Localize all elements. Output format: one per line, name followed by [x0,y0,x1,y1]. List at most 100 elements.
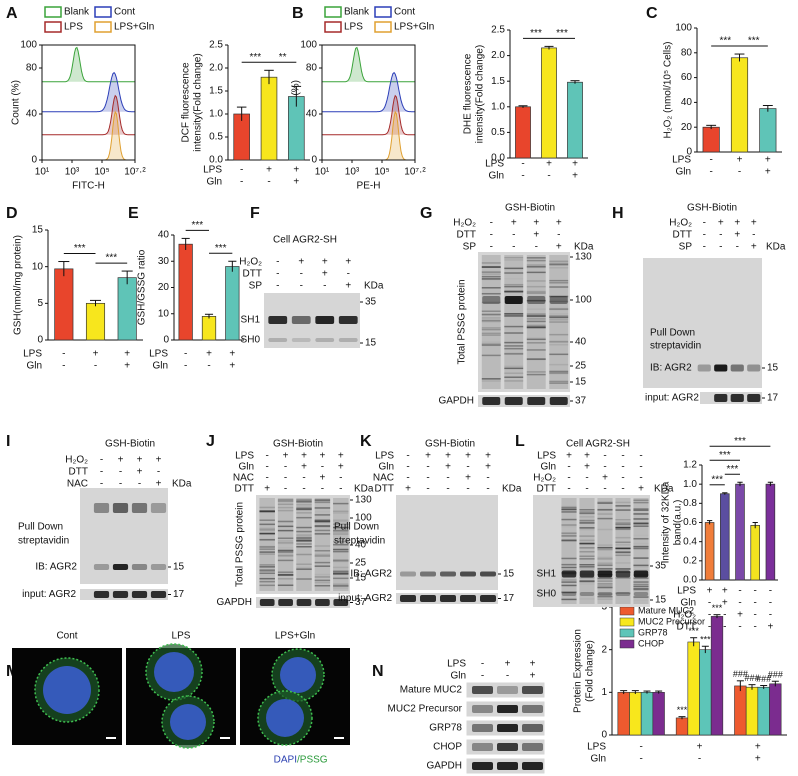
smear-band [333,572,349,575]
marker-label: 17 [173,589,185,600]
condition-sign: - [276,281,279,292]
condition-sign: + [556,218,562,229]
condition-sign: + [767,622,773,633]
condition-sign: + [301,451,307,462]
smear-band [526,264,546,266]
smear-band [296,516,312,519]
band [150,503,167,513]
y-axis-label: DCF fluorescence [181,62,192,142]
condition-sign: - [284,462,287,473]
condition-sign: - [157,467,160,478]
y-tick-label: 0 [31,155,37,166]
bar [735,483,745,581]
smear-band [504,376,524,378]
smear-band [526,266,546,268]
smear-band [481,271,501,273]
smear-band [579,510,595,513]
smear-band [597,513,613,515]
condition-sign: + [707,586,713,597]
smear-band [561,591,577,593]
condition-sign: - [585,484,588,495]
smear-band [615,505,631,507]
smear-band [579,521,595,523]
smear-band [296,567,312,569]
smear-band [296,500,312,502]
smear-band [615,547,631,550]
smear-band [259,539,275,541]
smear-band [549,295,569,298]
smear-band [504,332,524,334]
condition-sign: + [737,610,743,621]
smear-band [615,552,631,554]
smear-band [526,320,546,323]
condition-sign: - [267,177,270,188]
band [420,571,436,577]
histogram-curve [322,110,415,161]
y-tick-label: 1.2 [683,460,697,471]
smear-band [314,507,331,509]
band [597,570,613,578]
smear-band [633,581,649,583]
y-axis-label: Count (%) [11,80,22,125]
y-tick-label: 3 [601,602,607,613]
condition-sign: - [703,218,706,229]
smear-band [333,558,349,561]
legend-swatch [44,6,62,18]
band [480,571,496,577]
marker-label: 15 [655,595,667,606]
condition-sign: - [752,230,755,241]
smear-band [561,557,577,560]
condition-sign: + [734,230,740,241]
bar [541,47,557,159]
smear-band [481,273,501,276]
smear-band [579,566,595,568]
condition-sign: + [319,451,325,462]
smear-band [504,290,524,292]
band [472,686,493,694]
smear-band [314,565,331,567]
band [522,724,543,732]
legend-swatch [619,617,635,627]
smear-band [597,564,613,566]
condition-name: SP [463,242,477,253]
condition-sign: - [302,473,305,484]
smear-band [314,581,331,584]
smear-band [549,282,569,284]
marker-label: 40 [575,337,587,348]
condition-name: Gln [378,462,394,473]
legend-swatch [324,21,342,33]
marker-label: 35 [365,297,377,308]
legend-label: MUC2 Precursor [638,616,705,626]
smear-band [597,548,613,551]
smear-band [633,557,649,559]
condition-name: NAC [233,473,254,484]
smear-band [561,569,577,571]
lane-smear [504,255,524,389]
condition-sign: - [138,479,141,490]
marker-label: 130 [355,495,372,506]
smear-band [504,347,524,350]
smear-band [597,544,613,546]
bar [759,108,777,153]
smear-band [526,257,546,259]
smear-band [579,528,595,531]
condition-sign: + [465,451,471,462]
smear-band [314,529,331,532]
significance-label: *** [734,436,746,447]
smear-band [504,291,524,293]
gel [256,495,350,594]
condition-sign: + [485,462,491,473]
smear-band [314,520,331,522]
smear-band [333,510,349,513]
smear-band [481,266,501,268]
condition-sign: + [137,455,143,466]
loading-label: GAPDH [438,396,474,407]
marker-label: 17 [503,593,515,604]
condition-sign: + [584,451,590,462]
smear-band [579,541,595,544]
y-axis-label: GSH/GSSG ratio [137,249,148,325]
unit: KDa [172,479,192,490]
side-label: Total PSSG protein [457,279,468,364]
condition-sign: + [485,451,491,462]
condition-name: LPS [149,349,168,360]
